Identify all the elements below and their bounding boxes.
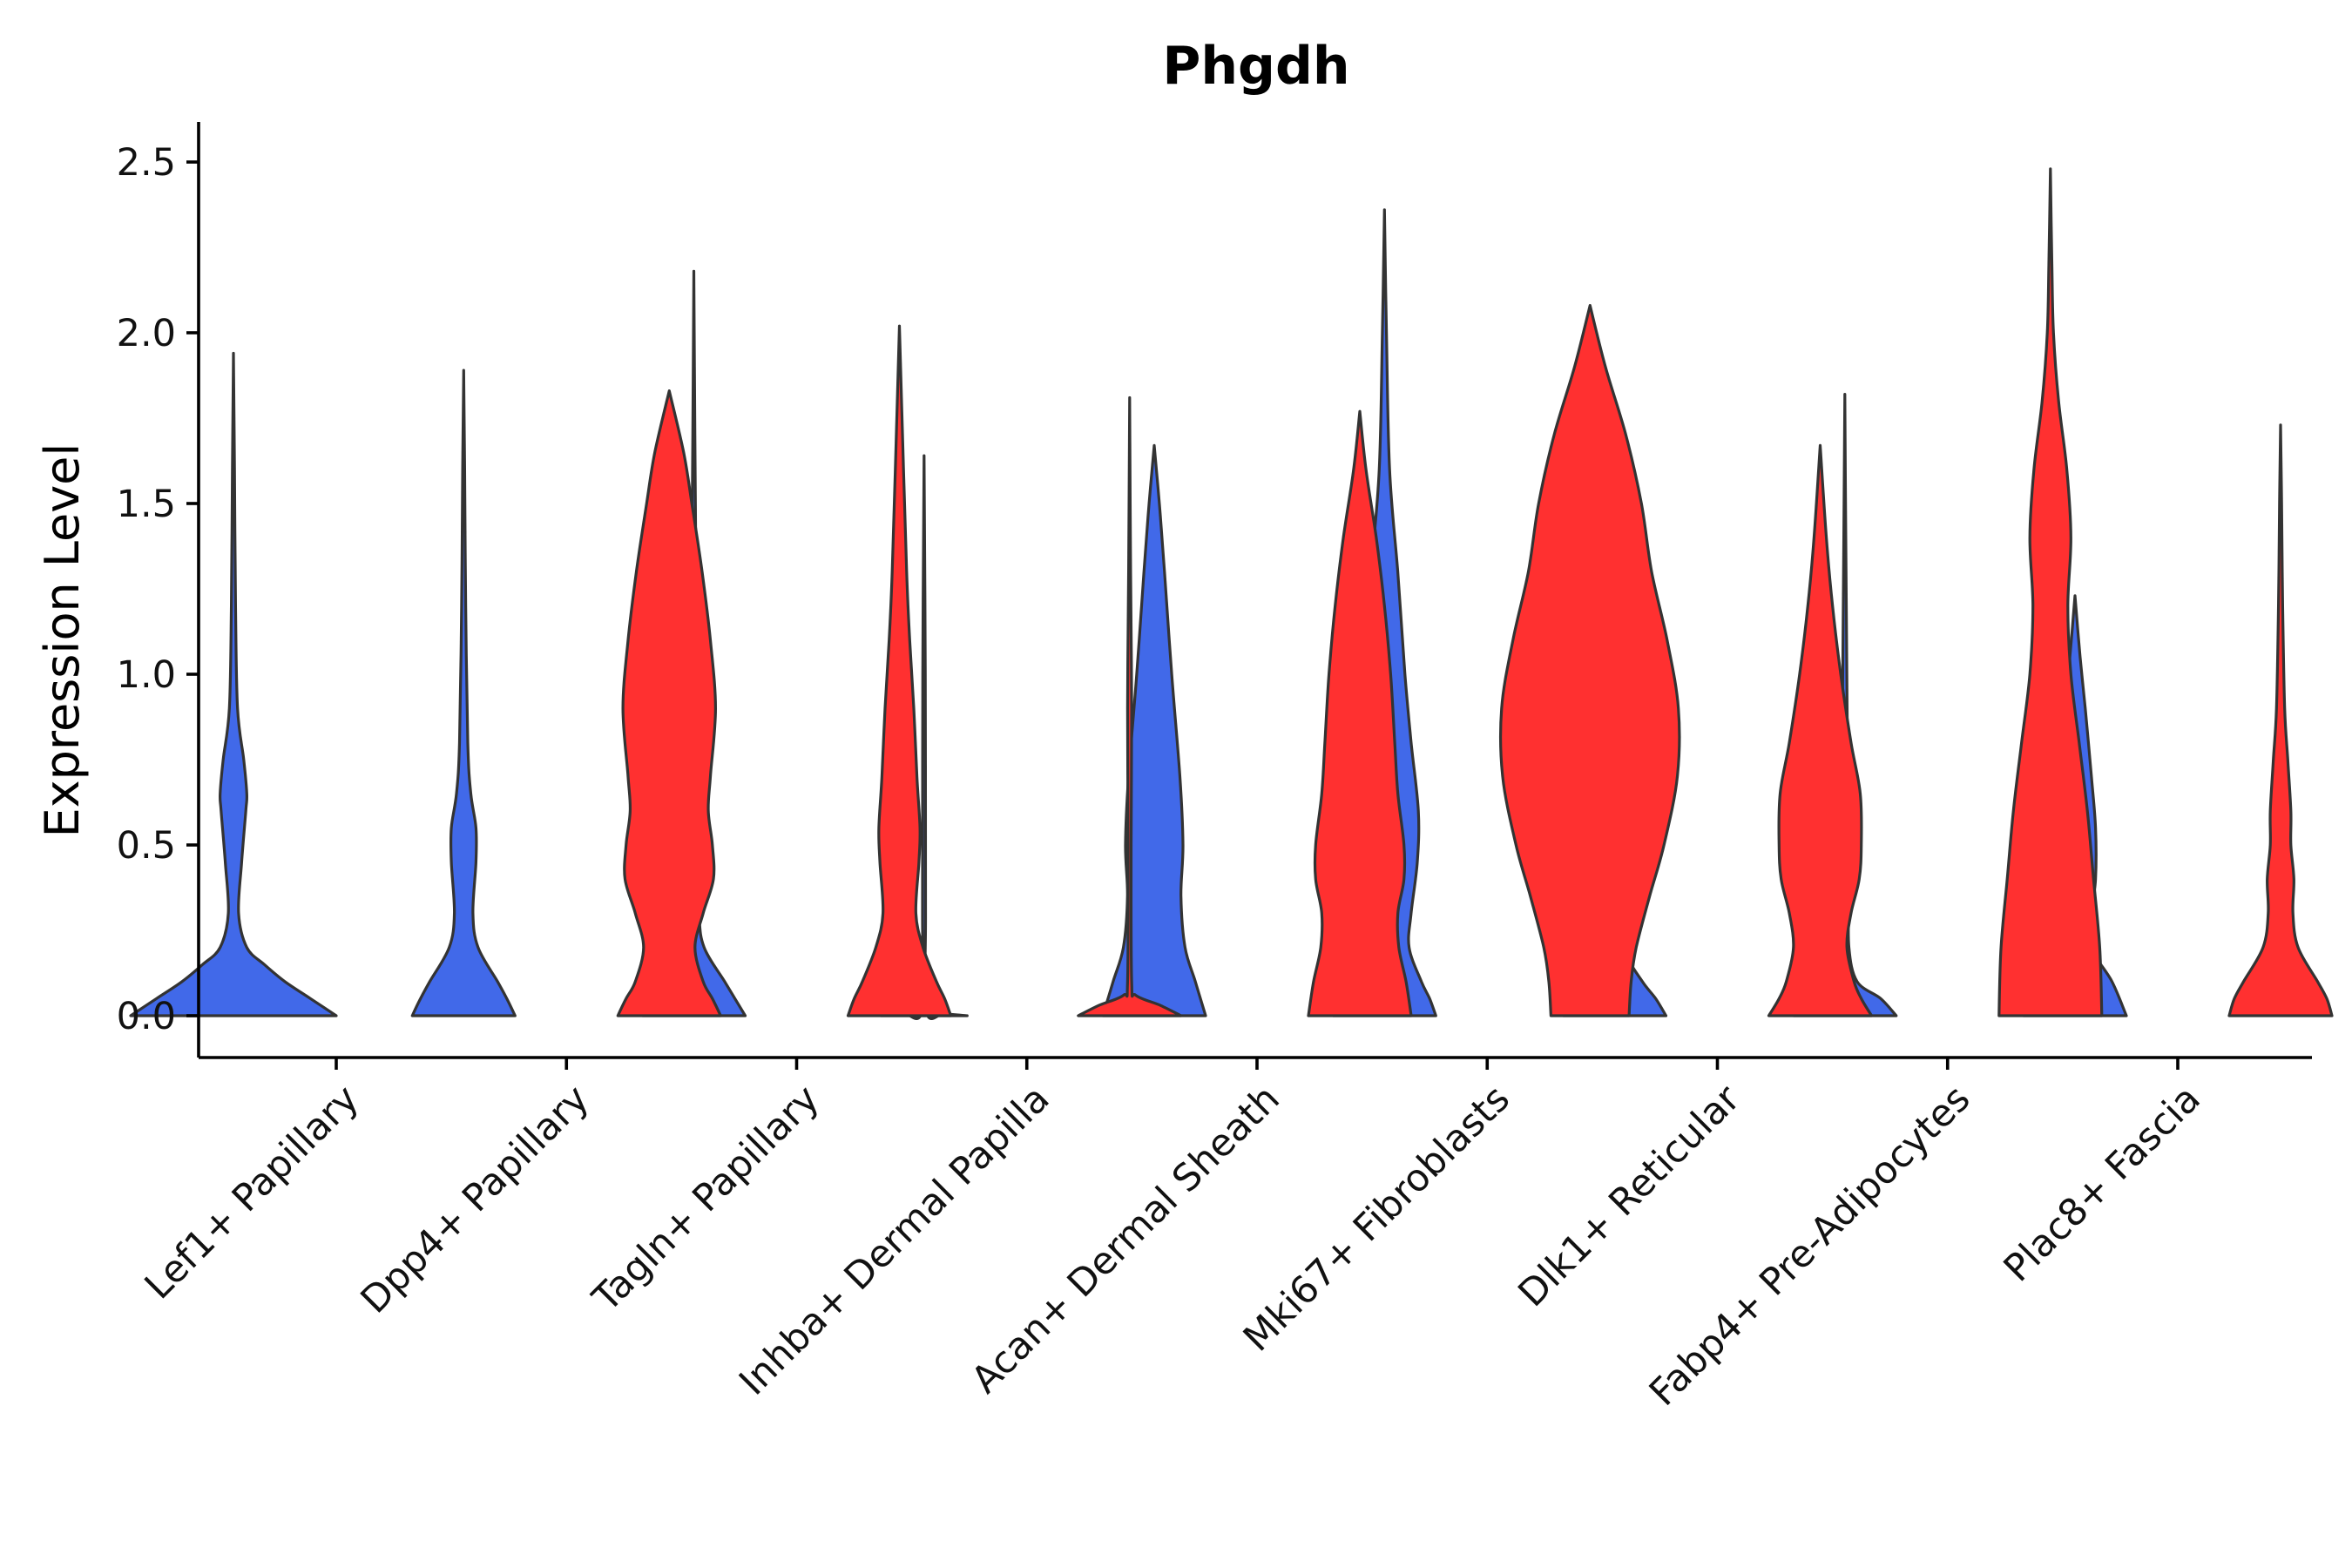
chart-title: Phgdh <box>1162 36 1349 97</box>
violin-1-acan-dermal-sheath <box>1101 443 1207 1017</box>
violin-2-mki67-fibroblasts <box>1498 304 1681 1017</box>
violin-2-tagln-papillary <box>846 324 953 1017</box>
x-tick-label: Lef1+ Papillary <box>137 1077 368 1308</box>
x-tick-label: Dlk1+ Reticular <box>1511 1077 1749 1315</box>
violin-group <box>129 167 2334 1020</box>
y-tick-label: 1.5 <box>117 483 176 526</box>
x-tick-label: Dpp4+ Papillary <box>353 1077 598 1321</box>
violin-2-dpp4-papillary <box>616 389 722 1017</box>
violin-2-plac8-fascia <box>2227 423 2334 1017</box>
violin-1-lef1-papillary <box>129 351 338 1017</box>
x-tick-label: Plac8+ Fascia <box>1996 1077 2209 1290</box>
violin-2-inhba-dermal-papilla <box>1077 395 1183 1017</box>
y-axis-label: Expression Level <box>35 443 90 838</box>
y-tick-label: 2.5 <box>117 141 176 185</box>
x-tick-label: Tagln+ Papillary <box>585 1077 828 1321</box>
violin-2-acan-dermal-sheath <box>1307 409 1413 1017</box>
violin-1-dpp4-papillary <box>410 368 517 1017</box>
x-tick-label: Mki67+ Fibroblasts <box>1235 1077 1518 1360</box>
violin-2-dlk1-reticular <box>1767 443 1874 1017</box>
y-tick-label: 0.5 <box>117 824 176 868</box>
violin-2-fabp4-pre-adipocytes <box>1997 167 2104 1017</box>
y-tick-label: 2.0 <box>117 312 176 355</box>
y-tick-label: 0.0 <box>117 995 176 1038</box>
y-tick-label: 1.0 <box>117 653 176 697</box>
